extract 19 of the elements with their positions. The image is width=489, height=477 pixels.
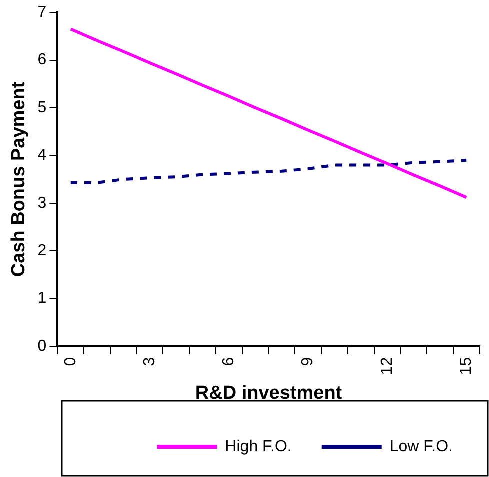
legend-label: Low F.O. <box>390 438 454 456</box>
y-tick-label: 4 <box>38 147 47 164</box>
y-tick-label: 2 <box>38 242 47 260</box>
y-axis-title: Cash Bonus Payment <box>8 81 30 278</box>
x-tick-label: 3 <box>141 357 158 366</box>
y-tick-label: 5 <box>38 99 47 116</box>
y-tick-label: 3 <box>38 194 47 212</box>
y-tick-label: 6 <box>38 52 47 69</box>
y-tick-label: 0 <box>38 338 47 355</box>
y-tick-label: 1 <box>38 290 47 308</box>
y-tick-label: 7 <box>38 4 47 22</box>
x-axis-title: R&D investment <box>195 382 343 404</box>
line-series <box>69 158 468 184</box>
x-tick-label: 9 <box>300 357 317 366</box>
x-tick-label: 12 <box>378 357 396 376</box>
legend-label: High F.O. <box>225 438 292 456</box>
x-tick-label: 0 <box>62 357 80 366</box>
x-tick-label: 6 <box>220 357 238 366</box>
x-tick-label: 15 <box>458 357 476 376</box>
